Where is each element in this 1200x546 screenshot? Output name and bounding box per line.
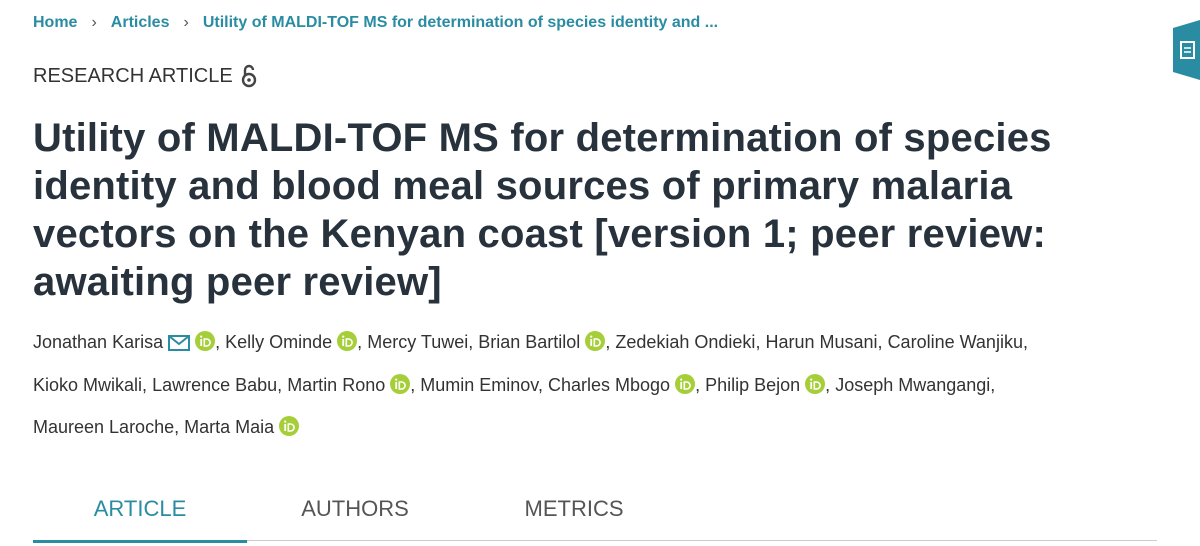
- author-separator: ,: [215, 332, 221, 352]
- breadcrumb-link[interactable]: Utility of MALDI-TOF MS for determinatio…: [202, 14, 719, 31]
- author: Marta Maia: [184, 416, 300, 437]
- article-title: Utility of MALDI-TOF MS for determinatio…: [33, 116, 1052, 304]
- author: Martin Rono,: [287, 373, 416, 395]
- author-name[interactable]: Caroline Wanjiku: [887, 332, 1023, 352]
- author: Brian Bartilol,: [478, 331, 611, 352]
- breadcrumb: Home › Articles › Utility of MALDI-TOF MS fo…: [33, 14, 718, 32]
- author-name[interactable]: Kioko Mwikali: [33, 374, 143, 395]
- author: Kelly Ominde,: [225, 331, 363, 352]
- author-separator: ,: [537, 374, 543, 395]
- author-separator: ,: [468, 332, 474, 352]
- orcid-icon[interactable]: [195, 331, 216, 351]
- author-name[interactable]: Martin Rono: [287, 374, 386, 395]
- orcid-icon[interactable]: [390, 373, 411, 394]
- author: Jonathan Karisa,: [33, 331, 221, 352]
- tab[interactable]: AUTHORS: [301, 496, 409, 521]
- author-name[interactable]: Brian Bartilol: [478, 332, 581, 352]
- article-type-label: RESEARCH ARTICLE: [33, 64, 233, 87]
- author-separator: ,: [357, 332, 363, 352]
- author: Mercy Tuwei,: [367, 332, 473, 352]
- author: Kioko Mwikali,: [33, 375, 147, 395]
- author-name[interactable]: Marta Maia: [184, 417, 275, 437]
- author: Philip Bejon,: [705, 373, 831, 395]
- tab-bar: ARTICLE AUTHORS METRICS: [33, 486, 1157, 543]
- orcid-icon[interactable]: [805, 373, 826, 394]
- author-separator: ,: [174, 417, 180, 437]
- tab[interactable]: METRICS: [524, 496, 624, 521]
- author-separator: ,: [605, 332, 611, 352]
- author: Lawrence Babu,: [152, 375, 282, 395]
- author: Charles Mbogo,: [548, 373, 701, 395]
- email-icon[interactable]: [168, 335, 191, 351]
- orcid-icon[interactable]: [279, 416, 300, 436]
- author-name[interactable]: Charles Mbogo: [548, 374, 671, 395]
- orcid-icon[interactable]: [675, 373, 696, 394]
- orcid-icon[interactable]: [337, 331, 358, 351]
- author-name[interactable]: Harun Musani: [765, 332, 878, 352]
- author: Caroline Wanjiku,: [888, 332, 1028, 352]
- breadcrumb-link[interactable]: Home: [33, 14, 78, 31]
- author-separator: ,: [825, 374, 831, 395]
- author-name[interactable]: Mercy Tuwei: [367, 332, 469, 352]
- author-separator: ,: [755, 332, 761, 352]
- author-name[interactable]: Zedekiah Ondieki: [615, 332, 756, 352]
- author: Maureen Laroche,: [33, 417, 179, 437]
- author-name[interactable]: Jonathan Karisa: [33, 332, 164, 352]
- author-name[interactable]: Lawrence Babu: [152, 374, 278, 395]
- author: Joseph Mwangangi,: [835, 375, 995, 395]
- author-separator: ,: [277, 374, 283, 395]
- open-access-icon: [241, 64, 256, 88]
- author-separator: ,: [990, 374, 996, 395]
- author-name[interactable]: Mumin Eminov: [420, 374, 538, 395]
- author: Zedekiah Ondieki,: [615, 332, 760, 352]
- author-separator: ,: [1022, 332, 1028, 352]
- author-separator: ,: [695, 374, 701, 395]
- tab[interactable]: ARTICLE: [33, 486, 247, 543]
- breadcrumb-separator: ›: [91, 14, 97, 31]
- author-name[interactable]: Joseph Mwangangi: [835, 374, 991, 395]
- article-type: RESEARCH ARTICLE: [33, 64, 257, 88]
- author-separator: ,: [877, 332, 883, 352]
- side-tab[interactable]: [1173, 20, 1200, 80]
- author: Mumin Eminov,: [420, 375, 543, 395]
- breadcrumb-separator: ›: [183, 14, 189, 31]
- author-name[interactable]: Kelly Ominde: [225, 332, 333, 352]
- author-name[interactable]: Philip Bejon: [705, 374, 801, 395]
- author-name[interactable]: Maureen Laroche: [33, 417, 175, 437]
- orcid-icon[interactable]: [585, 331, 606, 351]
- author-list: Jonathan Karisa, Kelly Ominde, Mercy Tuw…: [33, 321, 1123, 449]
- author-separator: ,: [410, 374, 416, 395]
- breadcrumb-link[interactable]: Articles: [110, 14, 170, 31]
- author: Harun Musani,: [765, 332, 882, 352]
- author-separator: ,: [142, 374, 148, 395]
